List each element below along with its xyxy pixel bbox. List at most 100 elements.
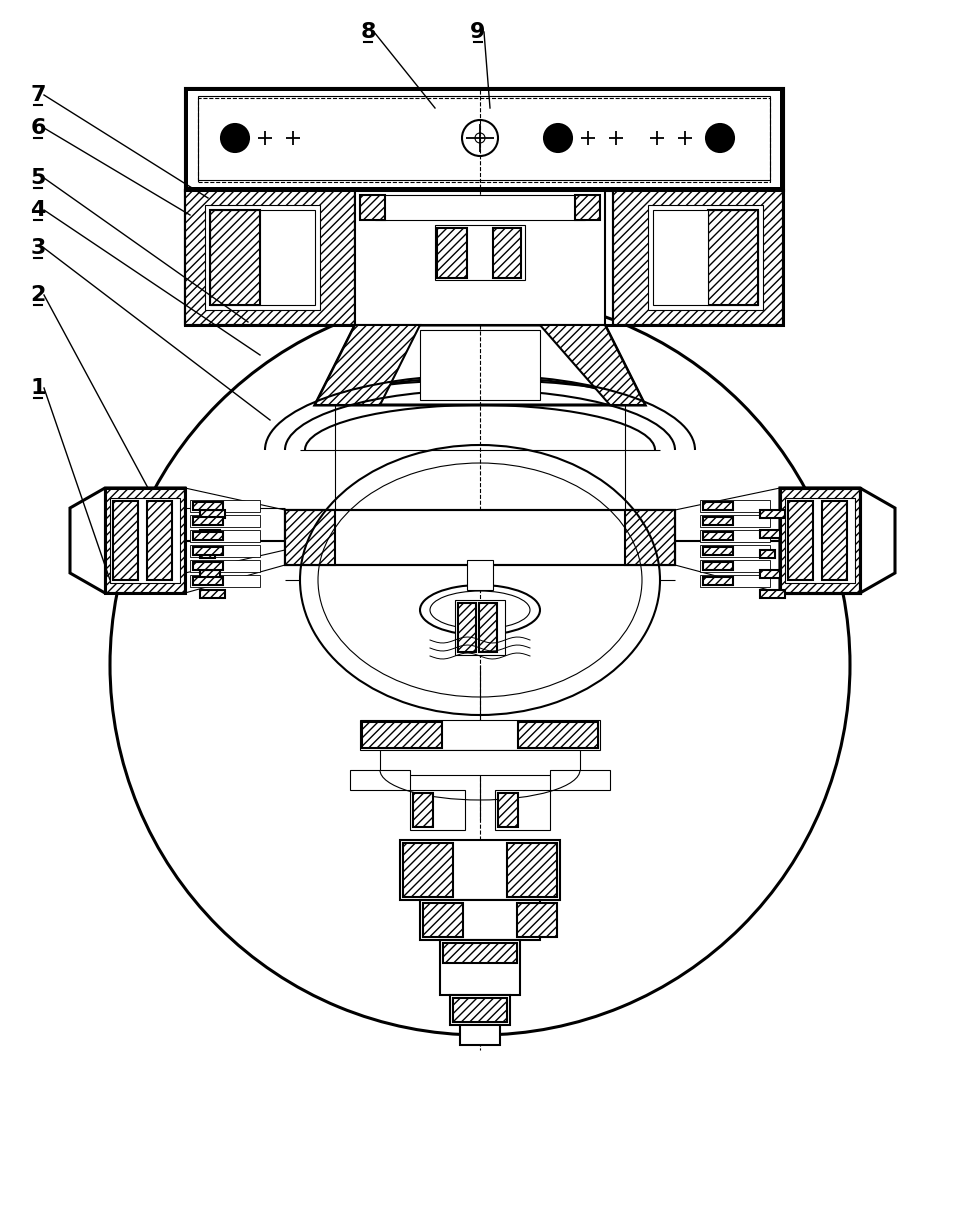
Bar — [188, 91, 780, 186]
Bar — [703, 532, 733, 540]
Bar — [147, 501, 172, 580]
Bar — [437, 228, 467, 279]
Circle shape — [544, 124, 572, 153]
Bar — [700, 500, 770, 512]
Bar — [700, 530, 770, 543]
Bar — [200, 510, 225, 518]
Bar — [700, 575, 770, 587]
Bar — [200, 530, 220, 538]
Bar — [375, 195, 585, 220]
Bar — [193, 547, 223, 555]
Bar — [423, 903, 463, 937]
Bar — [113, 501, 138, 580]
Bar — [780, 488, 860, 593]
Bar — [495, 790, 550, 830]
Text: 7: 7 — [31, 85, 46, 105]
Bar — [440, 940, 520, 995]
Circle shape — [706, 124, 734, 153]
Bar — [260, 210, 315, 305]
Circle shape — [221, 124, 249, 153]
Bar — [700, 545, 770, 557]
Bar — [403, 843, 453, 897]
Bar — [185, 190, 355, 325]
Bar — [780, 488, 860, 593]
Polygon shape — [315, 325, 645, 404]
Bar — [198, 96, 770, 180]
Bar — [708, 210, 758, 305]
Bar — [105, 488, 185, 593]
Bar — [185, 190, 355, 325]
Bar — [648, 205, 763, 310]
Bar — [518, 722, 598, 748]
Bar — [780, 488, 860, 593]
Bar — [185, 88, 783, 190]
Bar — [420, 331, 540, 400]
Polygon shape — [780, 488, 895, 593]
Bar — [190, 545, 260, 557]
Bar — [360, 721, 600, 750]
Bar — [185, 190, 783, 325]
Text: 5: 5 — [31, 168, 46, 188]
Bar — [200, 550, 215, 558]
Bar — [193, 576, 223, 585]
Bar — [703, 547, 733, 555]
Bar — [193, 532, 223, 540]
Bar — [785, 498, 855, 582]
Bar — [420, 900, 540, 940]
Polygon shape — [540, 325, 645, 404]
Bar — [285, 510, 335, 566]
Bar — [467, 559, 493, 590]
Bar — [760, 570, 780, 578]
Bar — [362, 722, 442, 748]
Bar — [613, 190, 783, 325]
Text: 8: 8 — [360, 22, 376, 42]
Bar — [479, 603, 497, 652]
Bar — [780, 488, 860, 593]
Bar — [285, 510, 675, 566]
Bar — [703, 576, 733, 585]
Bar — [760, 590, 785, 598]
Bar — [193, 562, 223, 570]
Bar — [360, 195, 385, 220]
Bar — [193, 503, 223, 510]
Bar — [185, 88, 783, 190]
Bar — [575, 195, 600, 220]
Bar — [703, 517, 733, 526]
Polygon shape — [70, 488, 185, 593]
Bar — [703, 503, 733, 510]
Text: 1: 1 — [31, 378, 46, 398]
Bar — [455, 599, 505, 655]
Bar — [625, 510, 675, 566]
Text: 6: 6 — [31, 117, 46, 138]
Bar — [198, 98, 770, 182]
Bar — [435, 225, 525, 280]
Bar — [190, 530, 260, 543]
Bar — [190, 559, 260, 572]
Bar — [200, 590, 225, 598]
Bar — [700, 515, 770, 527]
Bar — [700, 559, 770, 572]
Circle shape — [462, 120, 498, 156]
Bar — [460, 1025, 500, 1045]
Bar — [613, 190, 783, 325]
Bar — [780, 488, 860, 593]
Bar — [760, 510, 785, 518]
Polygon shape — [315, 325, 420, 404]
Bar — [210, 210, 260, 305]
Text: 3: 3 — [31, 239, 46, 258]
Bar — [200, 570, 220, 578]
Bar — [760, 530, 780, 538]
Bar — [105, 488, 185, 593]
Bar — [760, 550, 775, 558]
Bar — [443, 943, 517, 963]
Bar — [708, 210, 758, 305]
Bar — [400, 840, 560, 900]
Bar — [110, 498, 180, 582]
Bar — [190, 500, 260, 512]
Bar — [355, 190, 605, 325]
Bar — [517, 903, 557, 937]
Bar — [822, 501, 847, 580]
Text: 4: 4 — [31, 200, 46, 220]
Bar — [350, 770, 410, 790]
Bar — [410, 790, 465, 830]
